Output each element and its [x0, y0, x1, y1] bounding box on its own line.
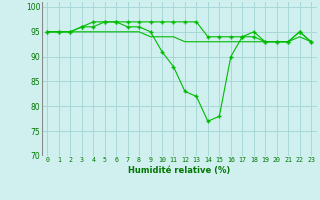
X-axis label: Humidité relative (%): Humidité relative (%): [128, 166, 230, 175]
